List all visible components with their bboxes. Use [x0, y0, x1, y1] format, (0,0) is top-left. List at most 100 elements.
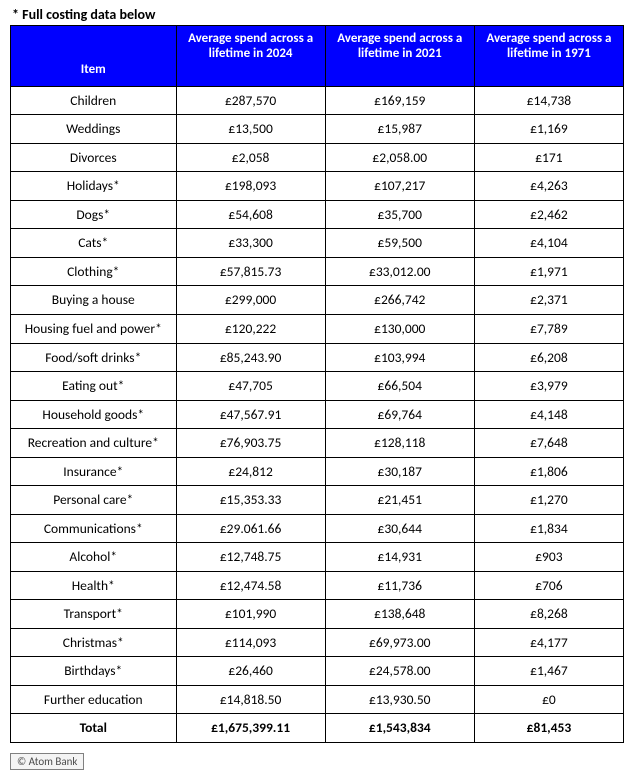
cell-value: £24,578.00	[325, 657, 474, 686]
credit-text: © Atom Bank	[10, 753, 84, 770]
cell-item: Clothing*	[11, 257, 177, 286]
cell-value: £3,979	[474, 372, 623, 401]
cell-value: £4,104	[474, 229, 623, 258]
cell-value: £1,675,399.11	[176, 714, 325, 743]
cell-value: £706	[474, 571, 623, 600]
cell-item: Weddings	[11, 115, 177, 144]
cell-item: Insurance*	[11, 457, 177, 486]
cell-value: £1,169	[474, 115, 623, 144]
cell-value: £2,462	[474, 200, 623, 229]
table-row: Weddings£13,500£15,987£1,169	[11, 115, 624, 144]
cell-value: £169,159	[325, 86, 474, 115]
header-row: Item Average spend across a lifetime in …	[11, 26, 624, 87]
cell-value: £1,806	[474, 457, 623, 486]
table-row: Birthdays*£26,460£24,578.00£1,467	[11, 657, 624, 686]
cell-item: Cats*	[11, 229, 177, 258]
cell-item: Dogs*	[11, 200, 177, 229]
cell-value: £81,453	[474, 714, 623, 743]
cell-item: Christmas*	[11, 628, 177, 657]
cell-value: £35,700	[325, 200, 474, 229]
cell-value: £138,648	[325, 600, 474, 629]
col-2024: Average spend across a lifetime in 2024	[176, 26, 325, 87]
cell-item: Children	[11, 86, 177, 115]
cell-value: £103,994	[325, 343, 474, 372]
cell-item: Household goods*	[11, 400, 177, 429]
table-row: Food/soft drinks*£85,243.90£103,994£6,20…	[11, 343, 624, 372]
cell-value: £12,748.75	[176, 543, 325, 572]
cell-item: Transport*	[11, 600, 177, 629]
table-row: Christmas*£114,093£69,973.00£4,177	[11, 628, 624, 657]
costing-table: Item Average spend across a lifetime in …	[10, 25, 624, 743]
cell-item: Recreation and culture*	[11, 429, 177, 458]
cell-item: Eating out*	[11, 372, 177, 401]
cell-value: £69,764	[325, 400, 474, 429]
cell-item: Holidays*	[11, 172, 177, 201]
cell-value: £26,460	[176, 657, 325, 686]
table-container: * Full costing data below Item Average s…	[0, 0, 634, 751]
cell-value: £15,353.33	[176, 486, 325, 515]
cell-value: £57,815.73	[176, 257, 325, 286]
cell-item: Buying a house	[11, 286, 177, 315]
cell-item: Communications*	[11, 514, 177, 543]
credit-bar: © Atom Bank	[0, 751, 634, 774]
table-caption: * Full costing data below	[12, 6, 624, 23]
col-1971: Average spend across a lifetime in 1971	[474, 26, 623, 87]
cell-value: £4,148	[474, 400, 623, 429]
table-row: Personal care*£15,353.33£21,451£1,270	[11, 486, 624, 515]
cell-item: Further education	[11, 685, 177, 714]
table-row: Clothing*£57,815.73£33,012.00£1,971	[11, 257, 624, 286]
table-row: Alcohol*£12,748.75£14,931£903	[11, 543, 624, 572]
cell-value: £47,567.91	[176, 400, 325, 429]
cell-value: £114,093	[176, 628, 325, 657]
cell-value: £101,990	[176, 600, 325, 629]
table-row: Buying a house£299,000£266,742£2,371	[11, 286, 624, 315]
cell-value: £59,500	[325, 229, 474, 258]
cell-value: £47,705	[176, 372, 325, 401]
cell-item: Alcohol*	[11, 543, 177, 572]
cell-value: £1,270	[474, 486, 623, 515]
cell-value: £14,738	[474, 86, 623, 115]
table-row: Household goods*£47,567.91£69,764£4,148	[11, 400, 624, 429]
total-row: Total£1,675,399.11£1,543,834£81,453	[11, 714, 624, 743]
col-2021: Average spend across a lifetime in 2021	[325, 26, 474, 87]
cell-value: £29.061.66	[176, 514, 325, 543]
cell-value: £54,608	[176, 200, 325, 229]
cell-value: £287,570	[176, 86, 325, 115]
cell-value: £198,093	[176, 172, 325, 201]
table-row: Communications*£29.061.66£30,644£1,834	[11, 514, 624, 543]
cell-value: £12,474.58	[176, 571, 325, 600]
table-row: Housing fuel and power*£120,222£130,000£…	[11, 315, 624, 344]
cell-value: £2,058	[176, 143, 325, 172]
table-row: Holidays*£198,093£107,217£4,263	[11, 172, 624, 201]
cell-value: £33,300	[176, 229, 325, 258]
cell-value: £11,736	[325, 571, 474, 600]
cell-value: £85,243.90	[176, 343, 325, 372]
col-item: Item	[11, 26, 177, 87]
cell-value: £128,118	[325, 429, 474, 458]
cell-value: £7,789	[474, 315, 623, 344]
cell-value: £13,500	[176, 115, 325, 144]
cell-value: £15,987	[325, 115, 474, 144]
cell-item: Birthdays*	[11, 657, 177, 686]
cell-value: £4,263	[474, 172, 623, 201]
cell-value: £4,177	[474, 628, 623, 657]
table-row: Recreation and culture*£76,903.75£128,11…	[11, 429, 624, 458]
cell-value: £130,000	[325, 315, 474, 344]
table-row: Children£287,570£169,159£14,738	[11, 86, 624, 115]
cell-value: £66,504	[325, 372, 474, 401]
cell-value: £24,812	[176, 457, 325, 486]
cell-value: £13,930.50	[325, 685, 474, 714]
table-row: Eating out*£47,705£66,504£3,979	[11, 372, 624, 401]
cell-value: £107,217	[325, 172, 474, 201]
cell-value: £14,931	[325, 543, 474, 572]
cell-value: £33,012.00	[325, 257, 474, 286]
cell-value: £266,742	[325, 286, 474, 315]
table-row: Cats*£33,300£59,500£4,104	[11, 229, 624, 258]
cell-item: Total	[11, 714, 177, 743]
cell-item: Housing fuel and power*	[11, 315, 177, 344]
cell-value: £21,451	[325, 486, 474, 515]
cell-value: £171	[474, 143, 623, 172]
table-row: Divorces£2,058£2,058.00£171	[11, 143, 624, 172]
cell-item: Food/soft drinks*	[11, 343, 177, 372]
table-row: Transport*£101,990£138,648£8,268	[11, 600, 624, 629]
